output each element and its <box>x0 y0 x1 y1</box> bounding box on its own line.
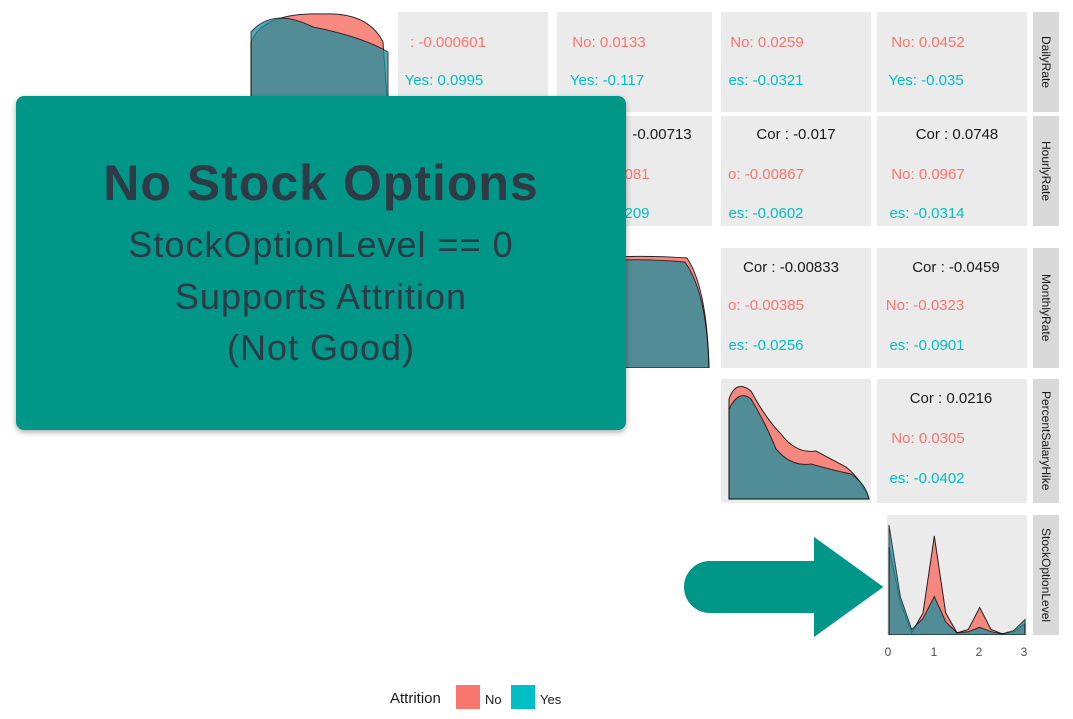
density-panel-psh <box>721 379 871 503</box>
corr-yes-dr2: Yes: -0.117 <box>569 72 645 89</box>
legend-label-yes: Yes <box>540 692 562 707</box>
corr-cor-hr3: Cor : -0.017 <box>756 126 836 143</box>
callout-line2: Supports Attrition <box>174 276 468 317</box>
corr-yes-mr3: es: -0.0256 <box>728 337 804 354</box>
density-area-yes <box>888 524 1026 635</box>
corr-panel-hr3: Cor : -0.017 o: -0.00867 es: -0.0602 <box>721 116 871 226</box>
corr-no-hr2: 081 <box>624 166 650 183</box>
corr-no-mr3: o: -0.00385 <box>728 297 804 314</box>
corr-no-mr4: No: -0.0323 <box>885 297 965 314</box>
corr-cor-hr2: -0.00713 <box>632 126 692 143</box>
pointer-arrow <box>682 535 887 641</box>
corr-no-dr3: No: 0.0259 <box>730 34 804 51</box>
stock-density-svg <box>888 524 1026 635</box>
corr-panel-dr3: No: 0.0259 es: -0.0321 <box>721 12 871 112</box>
corr-yes-dr4: Yes: -0.035 <box>888 72 964 89</box>
corr-yes-hr3: es: -0.0602 <box>728 205 804 222</box>
x-tick-0: 0 <box>884 645 892 659</box>
strip-percentsalaryhike-label: PercentSalaryHike <box>1039 391 1053 491</box>
x-tick-2: 2 <box>975 645 983 659</box>
corr-yes-psh4: es: -0.0402 <box>889 470 965 487</box>
callout-line1: StockOptionLevel == 0 <box>128 224 514 265</box>
corr-no-psh4: No: 0.0305 <box>891 430 965 447</box>
callout-box: No Stock Options StockOptionLevel == 0 S… <box>16 96 626 430</box>
legend-key-yes <box>511 685 535 709</box>
corr-panel-hr4: Cor : 0.0748 No: 0.0967 es: -0.0314 <box>877 116 1027 226</box>
x-tick-1: 1 <box>930 645 938 659</box>
legend-key-no <box>456 685 480 709</box>
density-panel-top-left <box>243 12 393 112</box>
strip-percentsalaryhike: PercentSalaryHike <box>1033 379 1059 503</box>
strip-dailyrate: DailyRate <box>1033 12 1059 112</box>
density-svg-top-left <box>250 13 389 112</box>
density-yes-top-left <box>250 17 389 112</box>
legend-title: Attrition <box>390 690 441 707</box>
corr-yes-mr4: es: -0.0901 <box>889 337 965 354</box>
strip-stockoptionlevel-label: StockOptionLevel <box>1039 527 1053 623</box>
corr-yes-hr2: 209 <box>624 205 650 222</box>
callout-title: No Stock Options <box>103 155 539 211</box>
corr-cor-mr4: Cor : -0.0459 <box>912 259 1000 276</box>
corr-no-hr3: o: -0.00867 <box>728 166 804 183</box>
strip-monthlyrate: MonthlyRate <box>1033 248 1059 368</box>
density-yes-psh <box>728 395 870 500</box>
strip-dailyrate-label: DailyRate <box>1039 35 1053 89</box>
legend-label-no: No <box>485 692 502 707</box>
corr-no-dr2: No: 0.0133 <box>572 34 646 51</box>
strip-hourlyrate: HourlyRate <box>1033 116 1059 226</box>
density-svg-psh <box>728 386 870 500</box>
corr-panel-mr3: Cor : -0.00833 o: -0.00385 es: -0.0256 <box>721 248 871 368</box>
corr-cor-mr3: Cor : -0.00833 <box>743 259 839 276</box>
corr-cor-hr4: Cor : 0.0748 <box>915 126 999 143</box>
callout-line3: (Not Good) <box>226 327 416 368</box>
corr-panel-mr4: Cor : -0.0459 No: -0.0323 es: -0.0901 <box>877 248 1027 368</box>
corr-no-hr4: No: 0.0967 <box>891 166 965 183</box>
corr-panel-dr2: No: 0.0133 Yes: -0.117 <box>557 12 712 112</box>
corr-no-dr1: : -0.000601 <box>410 34 486 51</box>
corr-panel-psh4: Cor : 0.0216 No: 0.0305 es: -0.0402 <box>877 379 1027 503</box>
corr-no-dr4: No: 0.0452 <box>891 34 965 51</box>
density-panel-stock <box>887 515 1027 635</box>
corr-yes-dr3: es: -0.0321 <box>728 72 804 89</box>
corr-cor-psh4: Cor : 0.0216 <box>909 390 993 407</box>
corr-yes-hr4: es: -0.0314 <box>889 205 965 222</box>
strip-monthlyrate-label: MonthlyRate <box>1039 274 1053 342</box>
x-tick-3: 3 <box>1020 645 1028 659</box>
pointer-arrow-shape <box>682 535 887 641</box>
density-area-no <box>888 535 1026 635</box>
corr-panel-dr4: No: 0.0452 Yes: -0.035 <box>877 12 1027 112</box>
corr-yes-dr1: Yes: 0.0995 <box>404 72 484 89</box>
strip-hourlyrate-label: HourlyRate <box>1039 140 1053 202</box>
corr-panel-dr1: : -0.000601 Yes: 0.0995 <box>398 12 548 112</box>
strip-stockoptionlevel: StockOptionLevel <box>1033 515 1059 635</box>
